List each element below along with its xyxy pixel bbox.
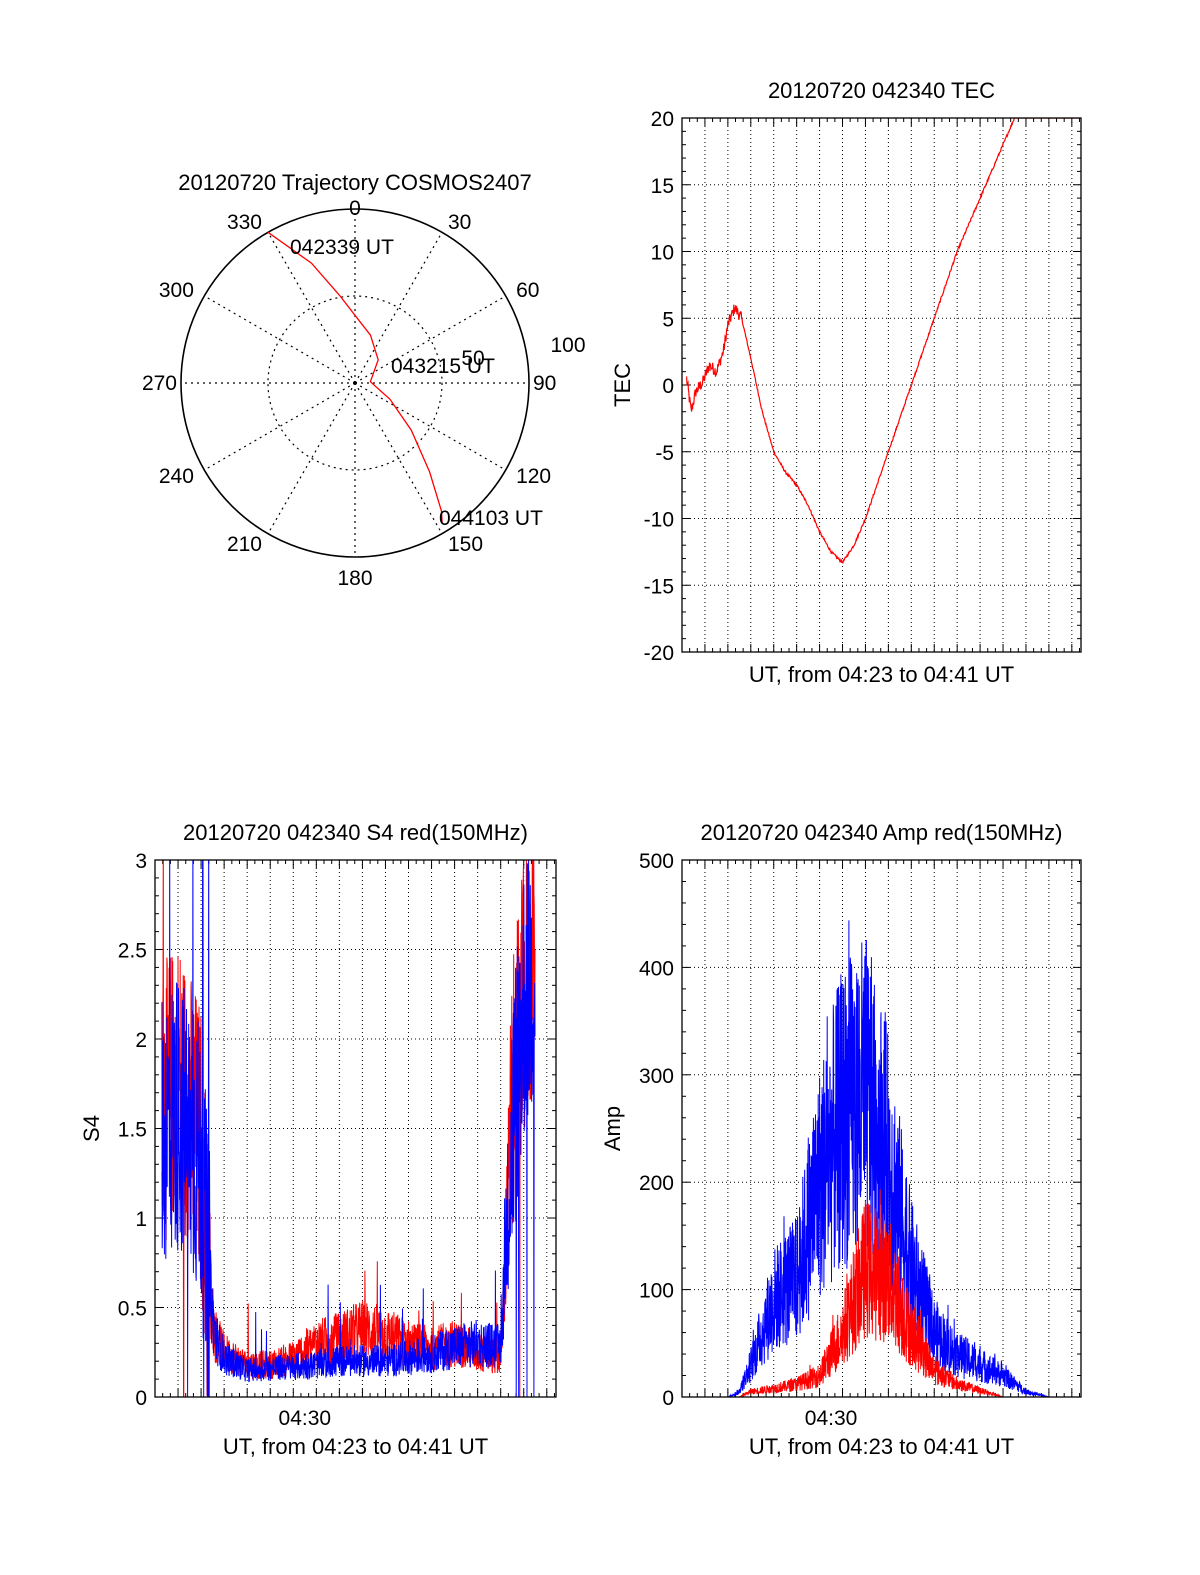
amp-chart-title: 20120720 042340 Amp red(150MHz) <box>700 820 1062 845</box>
s4-plot-frame <box>154 859 557 1398</box>
polar-spoke <box>354 232 443 384</box>
y-tick-label: 0 <box>662 375 674 398</box>
polar-spoke <box>204 295 356 384</box>
y-tick-label: 300 <box>639 1065 674 1088</box>
tec-panel: 20120720 042340 TEC 20151050-5-10-15-20 … <box>610 78 1082 687</box>
y-tick-label: 3 <box>135 850 147 873</box>
polar-outer-circle <box>180 208 530 558</box>
y-tick-label: -10 <box>644 509 674 532</box>
polar-radial-label: 50 <box>461 347 484 370</box>
s4-x-axis-label: UT, from 04:23 to 04:41 UT <box>223 1434 488 1459</box>
polar-annotations: 042339 UT 043215 UT 044103 UT <box>290 236 543 530</box>
polar-spoke <box>267 232 356 384</box>
polar-trajectory-panel: 20120720 Trajectory COSMOS2407 0 30 60 90 12… <box>142 170 586 590</box>
s4-y-tick-labels: 3 2.5 2 1.5 1 0.5 0 <box>118 850 147 1410</box>
polar-spoke <box>204 382 356 471</box>
s4-y-axis-label: S4 <box>79 1115 104 1142</box>
polar-angle-labels: 0 30 60 90 120 150 180 210 240 270 300 330 <box>142 197 556 590</box>
data-line <box>686 118 1081 564</box>
polar-radial-label: 100 <box>550 334 585 357</box>
y-tick-label: 200 <box>639 1172 674 1195</box>
amp-x-tick-labels: 04:30 <box>805 1407 858 1430</box>
y-tick-label: 10 <box>651 242 674 265</box>
polar-inner-circle <box>267 295 443 471</box>
s4-series <box>161 860 536 1397</box>
polar-angle-label: 150 <box>448 533 483 556</box>
y-tick-label: 1.5 <box>118 1119 147 1142</box>
polar-spoke <box>267 382 356 534</box>
y-tick-label: 0 <box>135 1387 147 1410</box>
y-tick-label: 15 <box>651 175 674 198</box>
y-tick-label: 2 <box>135 1029 147 1052</box>
y-tick-label: -15 <box>644 575 674 598</box>
y-tick-label: 5 <box>662 308 674 331</box>
trajectory-line <box>267 231 443 523</box>
polar-angle-label: 0 <box>349 197 361 220</box>
amp-y-tick-labels: 500 400 300 200 100 0 <box>639 850 674 1410</box>
y-tick-label: 20 <box>651 108 674 131</box>
y-tick-label: 400 <box>639 957 674 980</box>
tec-y-tick-labels: 20 15 10 5 0 -5 -10 -15 -20 <box>644 108 674 665</box>
y-tick-label: -20 <box>644 642 674 665</box>
s4-panel: 20120720 042340 S4 red(150MHz) 3 2.5 2 1.5 1… <box>79 820 557 1459</box>
polar-angle-label: 210 <box>227 533 262 556</box>
y-tick-label: -5 <box>655 442 674 465</box>
x-tick-label: 04:30 <box>805 1407 858 1430</box>
tec-chart-title: 20120720 042340 TEC <box>768 78 995 103</box>
polar-spoke <box>354 295 506 384</box>
tec-plot-frame <box>681 117 1082 653</box>
polar-radial-labels: 50 100 <box>461 334 585 370</box>
polar-angle-label: 90 <box>533 372 556 395</box>
polar-angle-label: 120 <box>516 465 551 488</box>
red-data-line <box>682 1189 1081 1397</box>
amp-series <box>682 920 1081 1397</box>
amp-plot-frame <box>681 859 1082 1398</box>
s4-x-tick-labels: 04:30 <box>279 1407 332 1430</box>
blue-data-line <box>682 920 1081 1397</box>
polar-angle-label: 240 <box>159 465 194 488</box>
s4-chart-title: 20120720 042340 S4 red(150MHz) <box>183 820 528 845</box>
polar-grid <box>180 208 530 558</box>
polar-angle-label: 60 <box>516 279 539 302</box>
trajectory-time-annotation: 043215 UT <box>391 355 495 378</box>
blue-data-line <box>161 860 536 1397</box>
tec-y-axis-label: TEC <box>610 363 635 407</box>
y-tick-label: 500 <box>639 850 674 873</box>
y-tick-label: 100 <box>639 1280 674 1303</box>
polar-spoke <box>354 382 443 534</box>
amp-y-axis-label: Amp <box>600 1106 625 1151</box>
polar-angle-label: 30 <box>448 211 471 234</box>
trajectory-time-annotation: 044103 UT <box>439 507 543 530</box>
polar-chart-title: 20120720 Trajectory COSMOS2407 <box>178 170 531 195</box>
amp-panel: 20120720 042340 Amp red(150MHz) 500 400 30… <box>600 820 1082 1459</box>
y-tick-label: 0.5 <box>118 1298 147 1321</box>
polar-angle-label: 180 <box>337 567 372 590</box>
amp-x-axis-label: UT, from 04:23 to 04:41 UT <box>749 1434 1014 1459</box>
x-tick-label: 04:30 <box>279 1407 332 1430</box>
trajectory-time-annotation: 042339 UT <box>290 236 394 259</box>
polar-angle-label: 300 <box>159 279 194 302</box>
polar-trajectory-series <box>267 231 443 523</box>
y-tick-label: 1 <box>135 1208 147 1231</box>
tec-x-axis-label: UT, from 04:23 to 04:41 UT <box>749 662 1014 687</box>
polar-angle-label: 270 <box>142 372 177 395</box>
tec-series <box>686 118 1081 564</box>
y-tick-label: 0 <box>662 1387 674 1410</box>
tec-grid <box>682 117 1081 653</box>
polar-spoke <box>354 382 506 471</box>
y-tick-label: 2.5 <box>118 940 147 963</box>
polar-angle-label: 330 <box>227 211 262 234</box>
red-data-line <box>161 860 536 1397</box>
